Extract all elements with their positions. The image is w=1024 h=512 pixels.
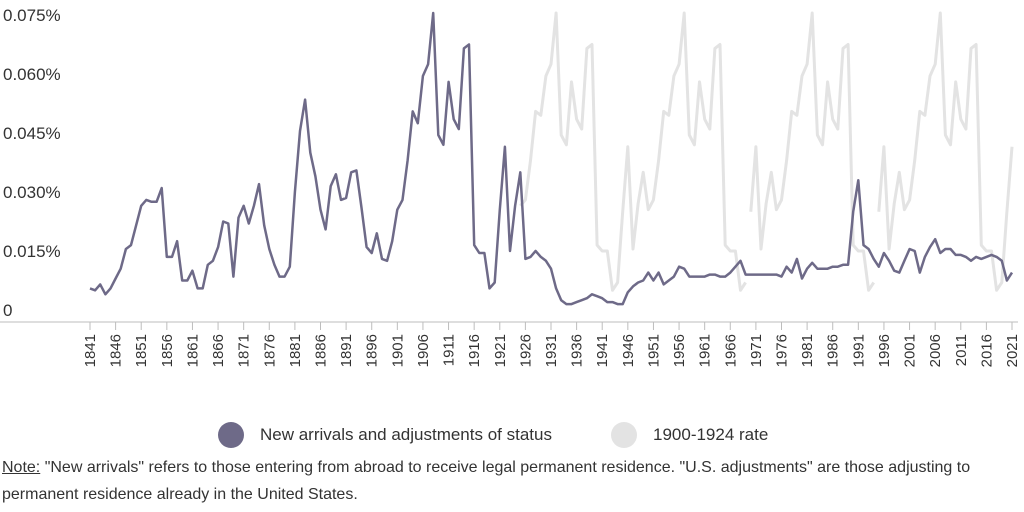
x-tick-label: 1886 <box>313 334 330 367</box>
note-text: "New arrivals" refers to those entering … <box>2 459 971 503</box>
x-tick-label: 1861 <box>184 334 201 367</box>
x-tick-label: 1981 <box>799 334 816 367</box>
x-tick-label: 1841 <box>82 334 99 367</box>
series-line-new-arrivals <box>89 11 1014 306</box>
x-tick-label: 2021 <box>1004 334 1021 367</box>
x-axis: 1841 1846 1851 1856 1861 1866 1871 1876 1881 1886… <box>82 322 1021 367</box>
y-tick-label: 0 <box>3 301 12 320</box>
x-tick-label: 1991 <box>850 334 867 367</box>
x-tick-label: 1926 <box>517 334 534 367</box>
x-tick-label: 1906 <box>415 334 432 367</box>
x-tick-label: 1951 <box>645 334 662 367</box>
legend-swatch-new-arrivals <box>218 422 244 448</box>
x-tick-label: 1871 <box>236 334 253 367</box>
x-tick-label: 1856 <box>159 334 176 367</box>
x-tick-label: 2006 <box>927 334 944 367</box>
y-tick-label: 0.030% <box>3 183 61 202</box>
x-tick-label: 1866 <box>210 334 227 367</box>
y-tick-label: 0.045% <box>3 124 61 143</box>
x-tick-label: 1966 <box>722 334 739 367</box>
note-prefix: Note: <box>2 459 41 476</box>
x-tick-label: 1956 <box>671 334 688 367</box>
series-layer <box>89 11 1014 306</box>
x-tick-label: 1916 <box>466 334 483 367</box>
x-tick-label: 1921 <box>492 334 509 367</box>
legend-item-new-arrivals: New arrivals and adjustments of status <box>218 420 552 450</box>
legend-item-1900-1924-rate: 1900-1924 rate <box>611 420 768 450</box>
legend: New arrivals and adjustments of status 1… <box>0 420 1024 450</box>
legend-swatch-1900-1924-rate <box>611 422 637 448</box>
x-tick-label: 1851 <box>133 334 150 367</box>
y-axis: 0 0.015% 0.030% 0.045% 0.060% 0.075% <box>3 6 61 320</box>
x-tick-label: 1971 <box>748 334 765 367</box>
x-tick-label: 1911 <box>441 334 458 366</box>
x-tick-label: 1891 <box>338 334 355 367</box>
y-tick-label: 0.060% <box>3 65 61 84</box>
chart-note: Note: "New arrivals" refers to those ent… <box>2 454 1002 508</box>
x-tick-label: 1876 <box>261 334 278 367</box>
x-tick-label: 1931 <box>543 334 560 367</box>
x-tick-label: 1941 <box>594 334 611 367</box>
series-line-1900-1924-rate <box>877 11 1014 292</box>
legend-label-new-arrivals: New arrivals and adjustments of status <box>260 425 552 444</box>
y-tick-label: 0.075% <box>3 6 61 25</box>
x-tick-label: 1996 <box>876 334 893 367</box>
x-tick-label: 1896 <box>364 334 381 367</box>
x-tick-label: 1846 <box>108 334 125 367</box>
x-tick-label: 2016 <box>978 334 995 367</box>
x-tick-label: 1936 <box>569 334 586 367</box>
x-tick-label: 1881 <box>287 334 304 367</box>
series-line-1900-1924-rate <box>519 11 747 292</box>
x-tick-label: 2001 <box>902 334 919 367</box>
line-chart: 0 0.015% 0.030% 0.045% 0.060% 0.075% 1841 1846… <box>0 6 1021 367</box>
x-tick-label: 1986 <box>825 334 842 367</box>
x-tick-label: 2011 <box>953 334 970 366</box>
x-tick-label: 1946 <box>620 334 637 367</box>
x-tick-label: 1961 <box>697 334 714 367</box>
legend-label-1900-1924-rate: 1900-1924 rate <box>653 425 769 444</box>
series-line-1900-1924-rate <box>749 11 875 292</box>
x-tick-label: 1976 <box>774 334 791 367</box>
y-tick-label: 0.015% <box>3 242 61 261</box>
x-tick-label: 1901 <box>389 334 406 367</box>
